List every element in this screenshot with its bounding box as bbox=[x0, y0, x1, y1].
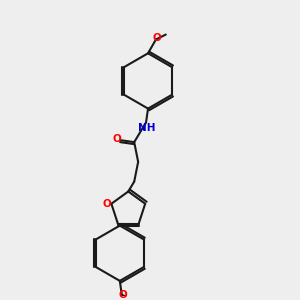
Text: NH: NH bbox=[138, 123, 156, 134]
Text: O: O bbox=[112, 134, 121, 144]
Text: O: O bbox=[118, 290, 127, 300]
Text: O: O bbox=[152, 34, 161, 44]
Text: O: O bbox=[102, 199, 111, 209]
